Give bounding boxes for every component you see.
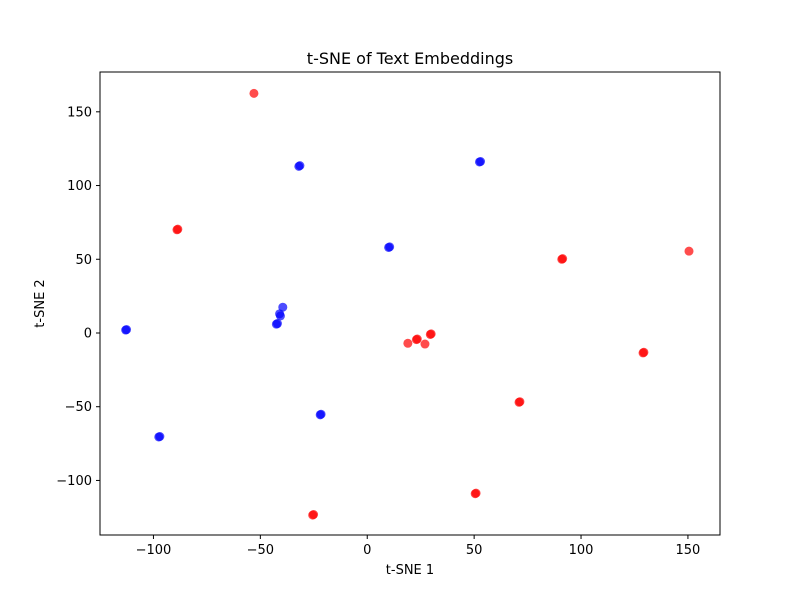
data-point [420, 339, 430, 349]
data-point [639, 347, 649, 357]
data-point [385, 242, 395, 252]
x-tick-label: −50 [247, 543, 274, 558]
data-point [558, 254, 568, 264]
x-tick-label: 150 [676, 543, 701, 558]
x-tick-label: −100 [136, 543, 172, 558]
chart-title: t-SNE of Text Embeddings [307, 49, 513, 68]
x-tick-label: 100 [569, 543, 594, 558]
data-point [173, 224, 183, 234]
data-point [275, 311, 285, 321]
data-point [249, 88, 259, 98]
y-tick-label: 50 [75, 253, 92, 268]
y-tick-label: 100 [67, 179, 92, 194]
x-tick-label: 50 [466, 543, 483, 558]
x-axis-ticks: −100 −50 0 50 100 150 [136, 535, 701, 558]
data-point [272, 319, 282, 329]
y-axis-label: t-SNE 2 [33, 279, 48, 327]
y-tick-label: −50 [65, 400, 92, 415]
data-point [316, 409, 326, 419]
data-point [412, 334, 422, 344]
data-point [684, 246, 694, 256]
data-point [155, 432, 165, 441]
data-point [515, 397, 525, 407]
y-tick-label: 0 [84, 326, 92, 341]
data-point [403, 338, 413, 348]
data-point [122, 325, 132, 335]
y-tick-label: −100 [56, 474, 92, 489]
points-layer [121, 88, 694, 520]
y-tick-label: 150 [67, 105, 92, 120]
y-axis-ticks: −100 −50 0 50 100 150 [56, 105, 100, 489]
data-point [295, 161, 305, 171]
data-point [471, 488, 481, 498]
x-tick-label: 0 [363, 543, 371, 558]
data-point [476, 157, 486, 166]
data-point [426, 329, 436, 339]
plot-area-frame [99, 71, 721, 536]
x-axis-label: t-SNE 1 [386, 563, 434, 578]
data-point [309, 510, 319, 519]
